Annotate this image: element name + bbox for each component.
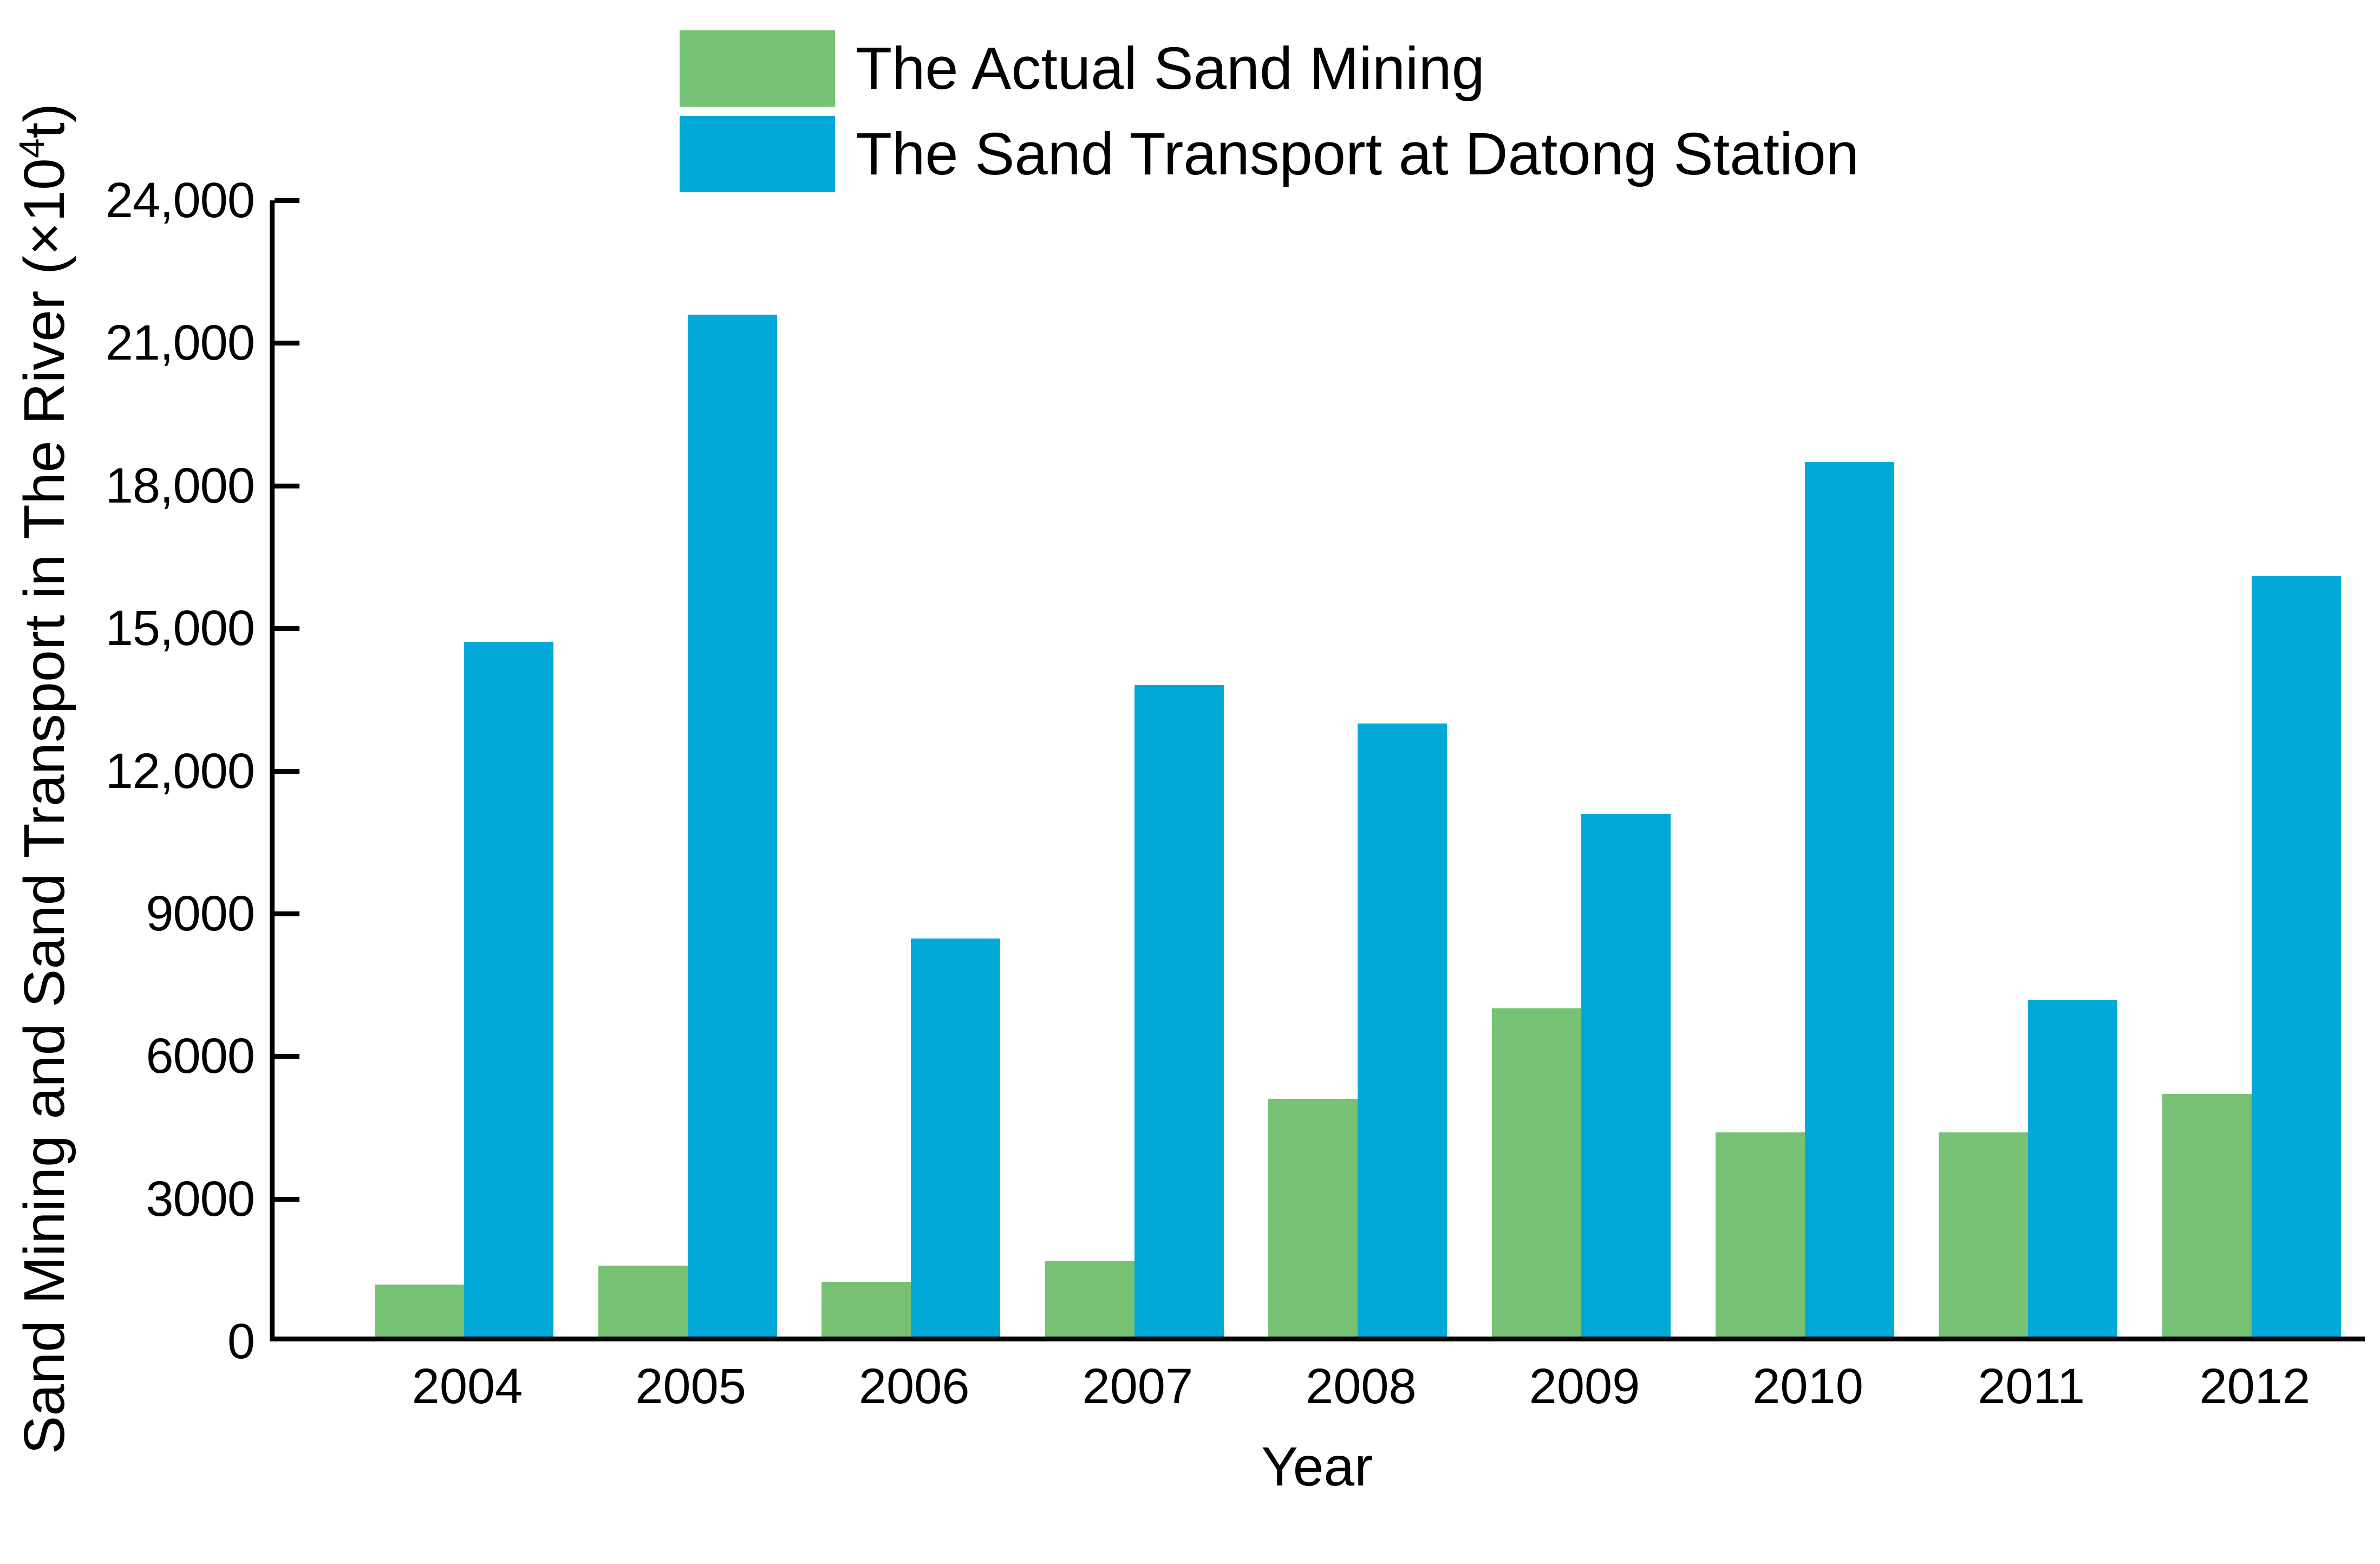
y-tick-mark: [275, 1054, 299, 1059]
y-tick-mark: [275, 768, 299, 774]
y-tick-label: 6000: [146, 1028, 255, 1084]
bar-transport-2004: [464, 642, 553, 1337]
bar-transport-2008: [1358, 723, 1447, 1337]
bar-mining-2008: [1268, 1099, 1358, 1337]
bar-mining-2006: [821, 1282, 911, 1337]
bar-transport-2012: [2251, 576, 2341, 1337]
x-tick-label: 2005: [635, 1359, 746, 1414]
bar-mining-2011: [1939, 1132, 2029, 1337]
y-tick-label: 0: [227, 1314, 255, 1369]
bar-transport-2010: [1804, 461, 1894, 1337]
legend: The Actual Sand Mining The Sand Transpor…: [680, 30, 1859, 201]
y-axis-title-exponent: 4: [12, 138, 52, 159]
y-tick-mark: [275, 1196, 299, 1202]
y-tick-label: 3000: [146, 1171, 255, 1227]
legend-swatch-blue: [680, 116, 835, 192]
x-tick-label: 2010: [1752, 1359, 1863, 1414]
x-tick-label: 2011: [1978, 1359, 2085, 1414]
bar-mining-2005: [598, 1265, 688, 1337]
legend-swatch-green: [680, 30, 835, 107]
y-axis-title-unit: t): [12, 103, 76, 139]
legend-item-sand-transport: The Sand Transport at Datong Station: [680, 116, 1859, 192]
x-tick-label: 2008: [1306, 1359, 1417, 1414]
x-tick-label: 2004: [412, 1359, 523, 1414]
bar-mining-2009: [1492, 1008, 1581, 1337]
x-tick-label: 2006: [858, 1359, 970, 1414]
bar-mining-2004: [375, 1284, 464, 1337]
y-tick-mark: [275, 483, 299, 488]
x-tick-label: 2012: [2199, 1359, 2311, 1414]
y-tick-label: 18,000: [105, 458, 255, 513]
bar-transport-2006: [911, 938, 1001, 1337]
bar-transport-2005: [687, 314, 777, 1337]
y-tick-mark: [275, 198, 299, 203]
y-tick-mark: [275, 911, 299, 916]
bar-transport-2009: [1581, 813, 1671, 1337]
plot-area: [270, 200, 2365, 1341]
bar-mining-2010: [1715, 1132, 1805, 1337]
y-tick-mark: [275, 341, 299, 346]
x-axis-title: Year: [1261, 1436, 1373, 1497]
y-tick-mark: [275, 626, 299, 631]
y-tick-label: 9000: [146, 885, 255, 941]
bar-transport-2011: [2028, 1000, 2118, 1337]
legend-label: The Actual Sand Mining: [856, 35, 1485, 102]
y-tick-label: 24,000: [105, 173, 255, 228]
y-tick-label: 15,000: [105, 601, 255, 656]
legend-label: The Sand Transport at Datong Station: [856, 121, 1859, 187]
bar-mining-2012: [2162, 1094, 2252, 1337]
x-tick-label: 2009: [1529, 1359, 1640, 1414]
legend-item-actual-sand-mining: The Actual Sand Mining: [680, 30, 1859, 107]
x-tick-label: 2007: [1082, 1359, 1194, 1414]
y-tick-label: 12,000: [105, 743, 255, 799]
y-tick-label: 21,000: [105, 315, 255, 371]
bar-mining-2007: [1045, 1260, 1134, 1337]
bar-transport-2007: [1134, 685, 1224, 1337]
